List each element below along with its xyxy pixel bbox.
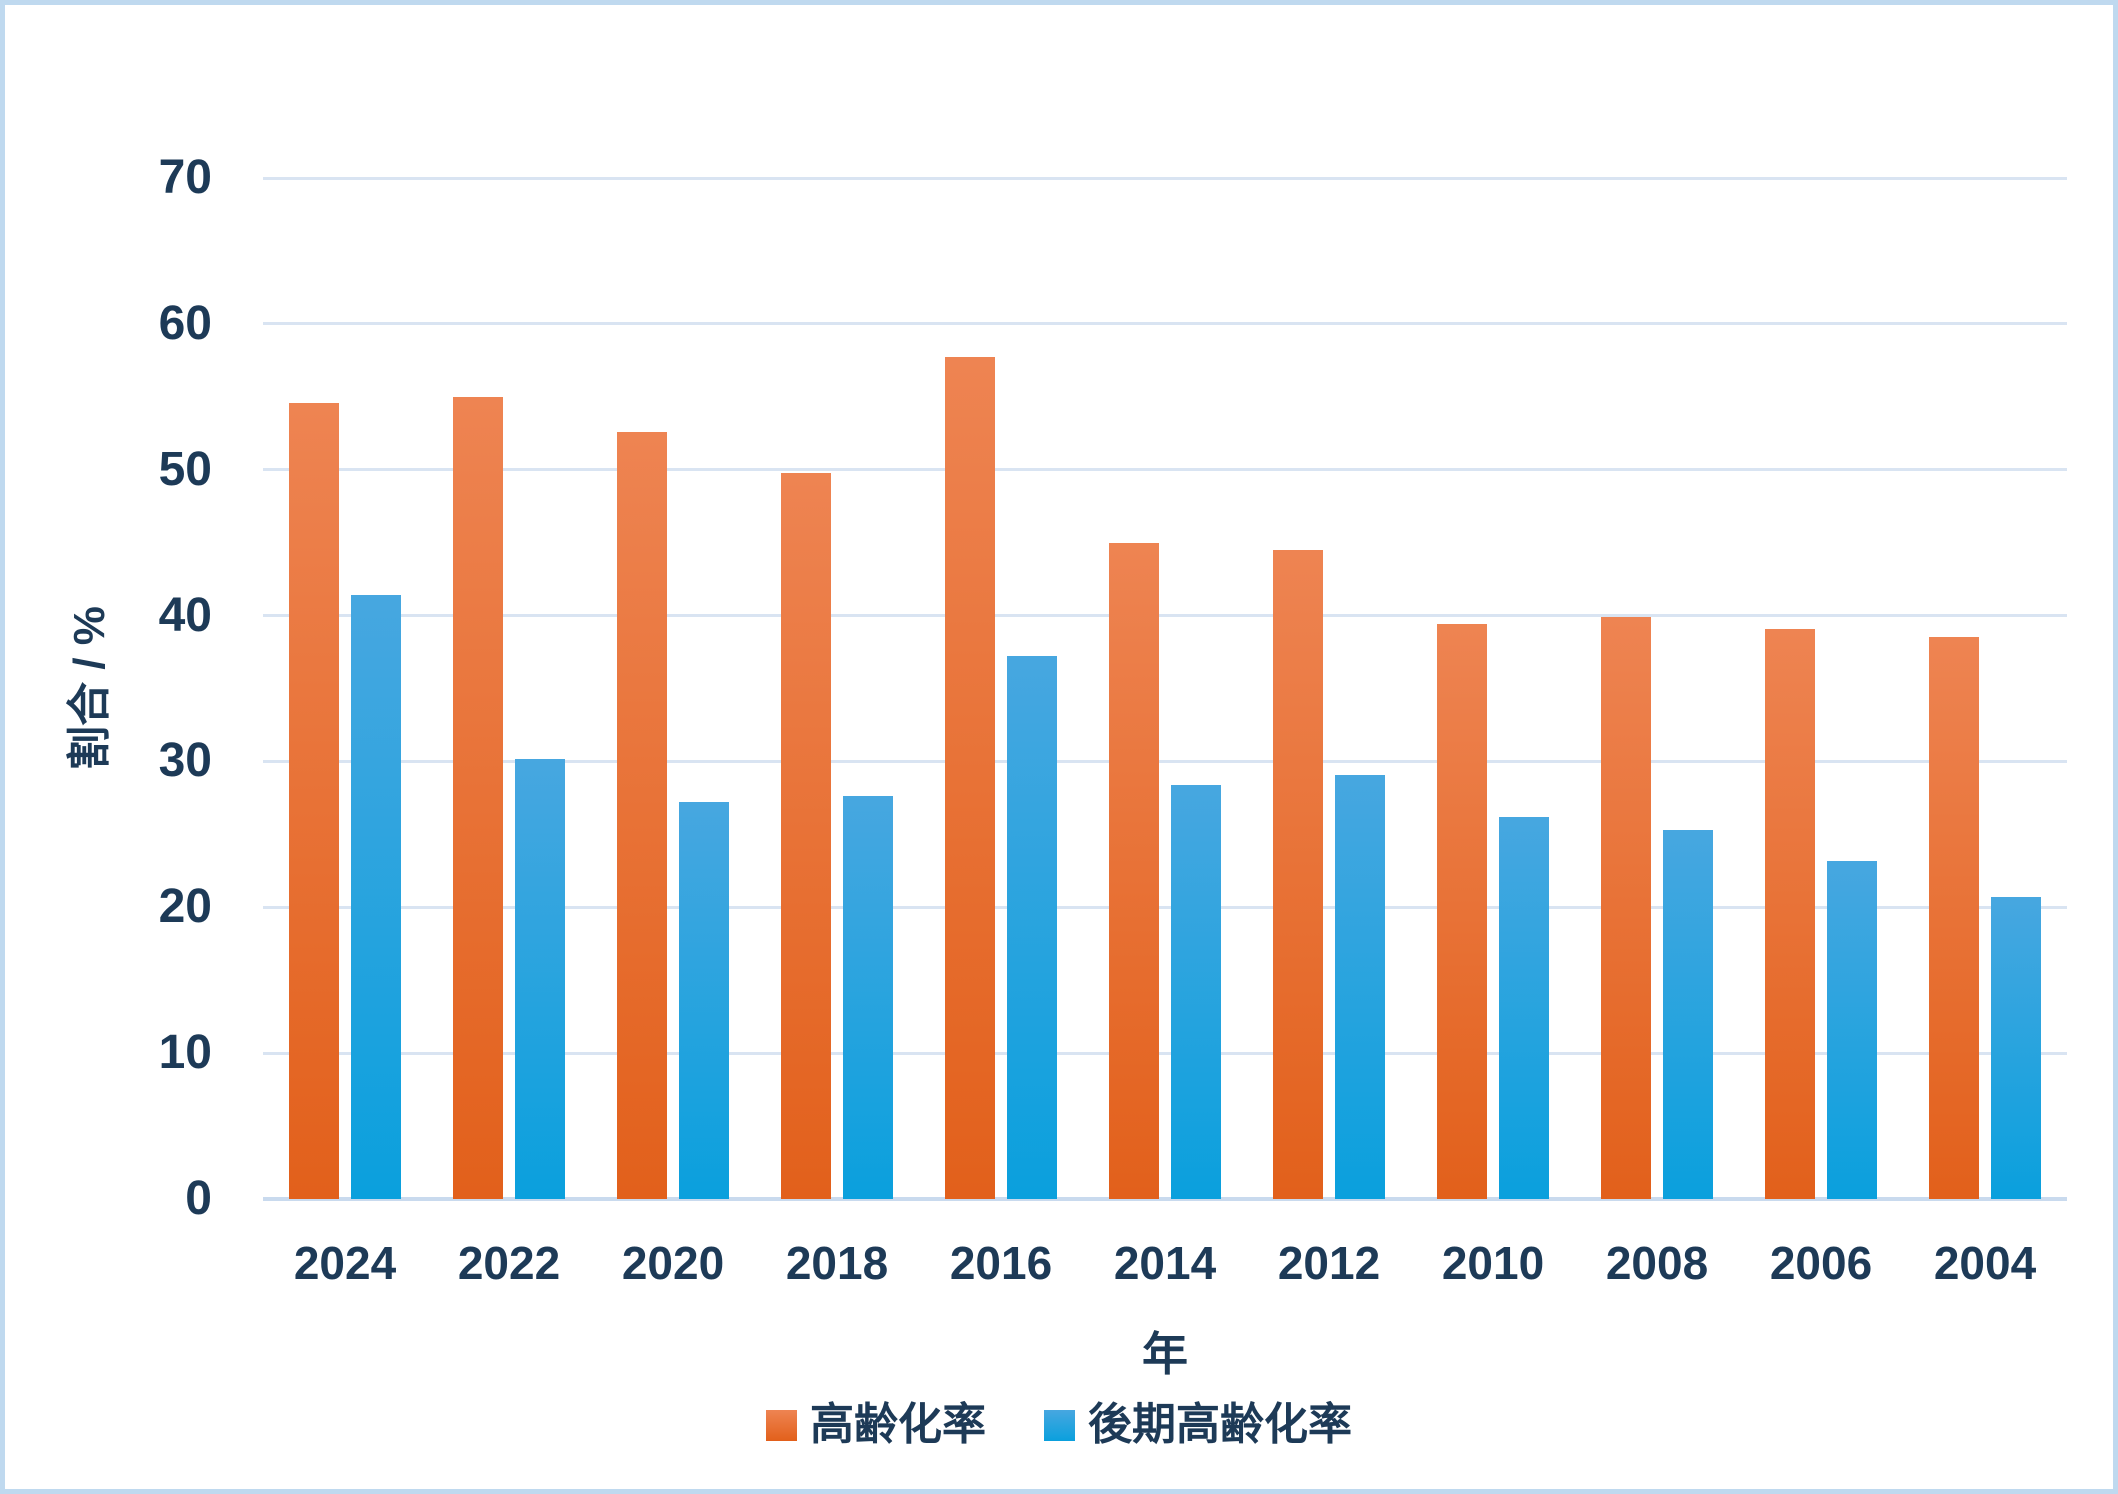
bar-後期高齢化率-2024 [351,595,401,1199]
x-tick-label-2022: 2022 [457,1237,561,1289]
bar-高齢化率-2012 [1273,549,1323,1199]
legend-item-高齢化率: 高齢化率 [766,1403,986,1447]
legend-label: 後期高齢化率 [1088,1400,1352,1449]
bar-後期高齢化率-2022 [515,758,565,1199]
bar-高齢化率-2008 [1601,617,1651,1199]
bar-高齢化率-2006 [1765,628,1815,1199]
bar-後期高齢化率-2014 [1171,784,1221,1199]
gridline [263,468,2067,472]
bar-後期高齢化率-2016 [1007,656,1057,1199]
gridline [263,905,2067,909]
x-tick-label-2004: 2004 [1933,1237,2037,1289]
bar-高齢化率-2020 [617,431,667,1199]
y-tick-label: 50 [158,442,212,496]
legend-label: 高齢化率 [810,1400,986,1449]
y-tick-label: 40 [158,588,212,642]
legend-swatch-icon [766,1409,797,1441]
x-axis-title: 年 [1142,1328,1188,1380]
bar-後期高齢化率-2010 [1499,816,1549,1199]
bar-後期高齢化率-2008 [1663,829,1713,1199]
y-tick-label: 20 [158,880,212,934]
gridline [263,176,2067,180]
bar-後期高齢化率-2018 [843,796,893,1199]
x-tick-label-2014: 2014 [1113,1237,1217,1289]
x-tick-label-2012: 2012 [1277,1237,1381,1289]
gridline [263,759,2067,763]
y-tick-label: 60 [158,296,212,350]
legend-swatch-icon [1044,1409,1075,1441]
bar-高齢化率-2010 [1437,624,1487,1199]
bar-高齢化率-2016 [945,357,995,1199]
legend-item-後期高齢化率: 後期高齢化率 [1044,1403,1352,1447]
plot-area [263,176,2067,1201]
x-tick-label-2024: 2024 [293,1237,397,1289]
bar-高齢化率-2018 [781,472,831,1199]
bar-高齢化率-2014 [1109,542,1159,1199]
bar-後期高齢化率-2006 [1827,860,1877,1199]
bar-高齢化率-2024 [289,402,339,1199]
x-tick-label-2016: 2016 [949,1237,1053,1289]
x-tick-label-2008: 2008 [1605,1237,1709,1289]
bar-後期高齢化率-2012 [1335,774,1385,1199]
gridline [263,1051,2067,1055]
gridline [263,614,2067,618]
x-tick-label-2010: 2010 [1441,1237,1545,1289]
bar-高齢化率-2004 [1929,637,1979,1199]
legend: 高齢化率 後期高齢化率 [5,1393,2113,1457]
gridline [263,322,2067,326]
bar-高齢化率-2022 [453,396,503,1199]
y-tick-label: 70 [158,151,212,204]
x-tick-label-2006: 2006 [1769,1237,1873,1289]
bar-後期高齢化率-2004 [1991,897,2041,1199]
y-tick-label: 30 [158,734,212,788]
y-tick-label: 10 [158,1026,212,1080]
x-tick-label-2018: 2018 [785,1237,889,1289]
y-tick-label: 0 [185,1172,212,1225]
x-tick-label-2020: 2020 [621,1237,725,1289]
bar-後期高齢化率-2020 [679,802,729,1199]
x-axis-line [263,1197,2067,1201]
